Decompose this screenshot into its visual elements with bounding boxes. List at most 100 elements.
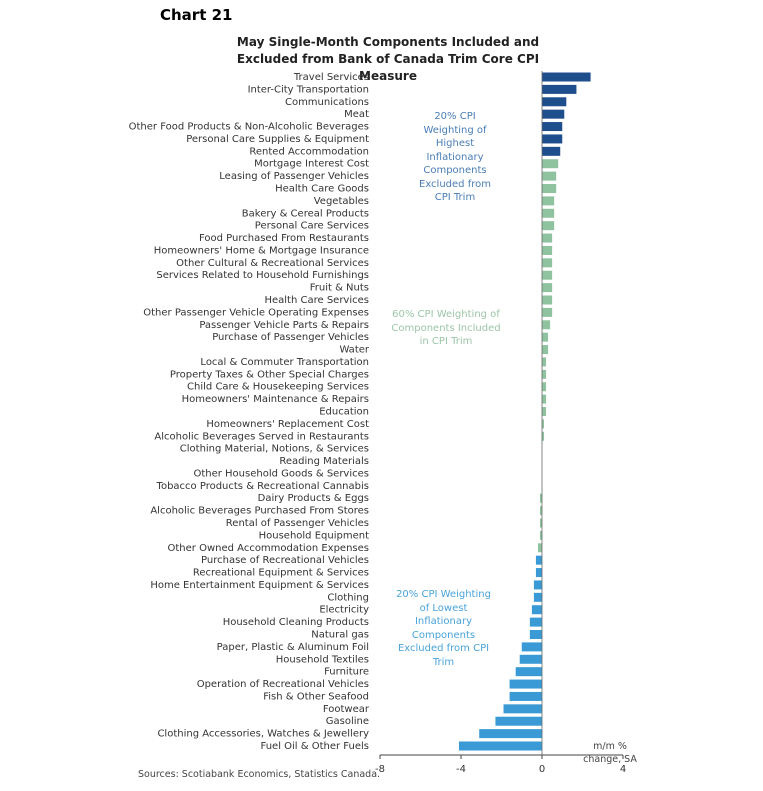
bar xyxy=(503,704,542,714)
category-label: Property Taxes & Other Special Charges xyxy=(170,369,369,380)
bar xyxy=(509,679,542,689)
bar xyxy=(542,122,563,132)
category-label: Other Household Goods & Services xyxy=(193,468,369,479)
bar xyxy=(542,196,555,206)
category-label: Clothing Material, Notions, & Services xyxy=(180,444,369,455)
bar xyxy=(515,667,542,677)
bar xyxy=(495,716,542,726)
category-label: Personal Care Supplies & Equipment xyxy=(186,134,369,145)
bar xyxy=(542,109,565,119)
bar xyxy=(539,518,542,528)
bar xyxy=(542,258,553,268)
category-label: Other Cultural & Recreational Services xyxy=(176,258,369,269)
bar xyxy=(521,642,542,652)
bar xyxy=(533,580,542,590)
bar xyxy=(542,159,559,169)
category-label: Paper, Plastic & Aluminum Foil xyxy=(217,642,369,653)
x-tick-label: 4 xyxy=(620,764,626,775)
bar xyxy=(542,382,547,392)
category-label: Homeowners' Maintenance & Repairs xyxy=(182,394,369,405)
bar xyxy=(542,233,553,243)
x-tick-label: -4 xyxy=(456,764,466,775)
bar xyxy=(542,419,545,429)
bar xyxy=(535,555,542,565)
bar xyxy=(542,407,547,416)
category-label: Water xyxy=(339,345,369,356)
chart-label: Chart 21 xyxy=(160,6,233,24)
category-label: Meat xyxy=(344,109,369,120)
category-label: Rented Accommodation xyxy=(249,146,369,157)
category-label: Natural gas xyxy=(311,630,369,641)
bar xyxy=(542,146,561,156)
category-label: Electricity xyxy=(319,605,369,616)
category-label: Clothing xyxy=(327,592,369,603)
category-label: Purchase of Recreational Vehicles xyxy=(201,555,369,566)
category-label: Health Care Goods xyxy=(275,184,369,195)
category-label: Personal Care Services xyxy=(255,221,369,232)
bar xyxy=(539,506,542,516)
category-label: Alcoholic Beverages Purchased From Store… xyxy=(150,506,369,517)
category-label: Dairy Products & Eggs xyxy=(258,493,369,504)
bar xyxy=(542,394,547,404)
category-label: Household Cleaning Products xyxy=(223,617,369,628)
bar xyxy=(542,208,555,218)
axis-label: m/m % change, SA xyxy=(583,741,637,765)
category-label: Child Care & Housekeeping Services xyxy=(187,382,369,393)
category-label: Fish & Other Seafood xyxy=(263,691,369,702)
category-label: Home Entertainment Equipment & Services xyxy=(150,580,369,591)
category-label: Communications xyxy=(285,97,369,108)
bar xyxy=(542,332,549,342)
bar xyxy=(542,245,553,255)
category-label: Other Owned Accommodation Expenses xyxy=(168,543,369,554)
category-label: Clothing Accessories, Watches & Jeweller… xyxy=(157,729,369,740)
category-label: Travel Services xyxy=(293,72,369,83)
category-label: Household Equipment xyxy=(259,530,369,541)
category-label: Footwear xyxy=(323,704,370,715)
category-label: Vegetables xyxy=(314,196,369,207)
bar xyxy=(542,270,553,280)
bar xyxy=(542,72,591,82)
category-label: Other Food Products & Non-Alcoholic Beve… xyxy=(129,122,369,133)
bar xyxy=(542,431,545,441)
category-label: Furniture xyxy=(324,667,369,678)
category-label: Tobacco Products & Recreational Cannabis xyxy=(156,481,369,492)
category-label: Fuel Oil & Other Fuels xyxy=(261,741,370,752)
bar xyxy=(529,630,542,639)
bar xyxy=(542,320,551,330)
category-label: Household Textiles xyxy=(276,654,369,665)
category-label: Homeowners' Home & Mortgage Insurance xyxy=(154,245,369,256)
annotation: 60% CPI Weighting of Components Included… xyxy=(391,309,501,347)
category-label: Homeowners' Replacement Cost xyxy=(206,419,369,430)
category-label: Inter-City Transportation xyxy=(248,84,369,95)
bar xyxy=(542,283,553,293)
bar xyxy=(542,369,547,379)
bar xyxy=(533,592,542,602)
bar xyxy=(542,295,553,305)
bar xyxy=(542,357,547,367)
bar xyxy=(542,171,557,181)
category-label: Education xyxy=(319,407,369,418)
chart-title: May Single-Month Components Included and… xyxy=(236,35,540,83)
source: Sources: Scotiabank Economics, Statistic… xyxy=(138,769,381,780)
bar xyxy=(542,84,577,94)
bar xyxy=(542,221,555,231)
x-tick-label: 0 xyxy=(539,764,545,775)
category-label: Local & Commuter Transportation xyxy=(200,357,369,368)
category-label: Operation of Recreational Vehicles xyxy=(197,679,369,690)
bar xyxy=(531,605,542,615)
bar xyxy=(479,729,542,739)
category-label: Purchase of Passenger Vehicles xyxy=(212,332,369,343)
bar xyxy=(537,543,542,553)
category-label: Leasing of Passenger Vehicles xyxy=(219,171,369,182)
bar xyxy=(542,345,549,355)
bar xyxy=(542,134,563,144)
category-label: Mortgage Interest Cost xyxy=(254,159,369,170)
bar xyxy=(542,307,553,317)
annotation: 20% CPI Weighting of Lowest Inflationary… xyxy=(396,589,491,668)
category-label: Gasoline xyxy=(326,716,369,727)
category-label: Fruit & Nuts xyxy=(310,283,369,294)
bar xyxy=(542,184,557,193)
category-label: Food Purchased From Restaurants xyxy=(199,233,369,244)
